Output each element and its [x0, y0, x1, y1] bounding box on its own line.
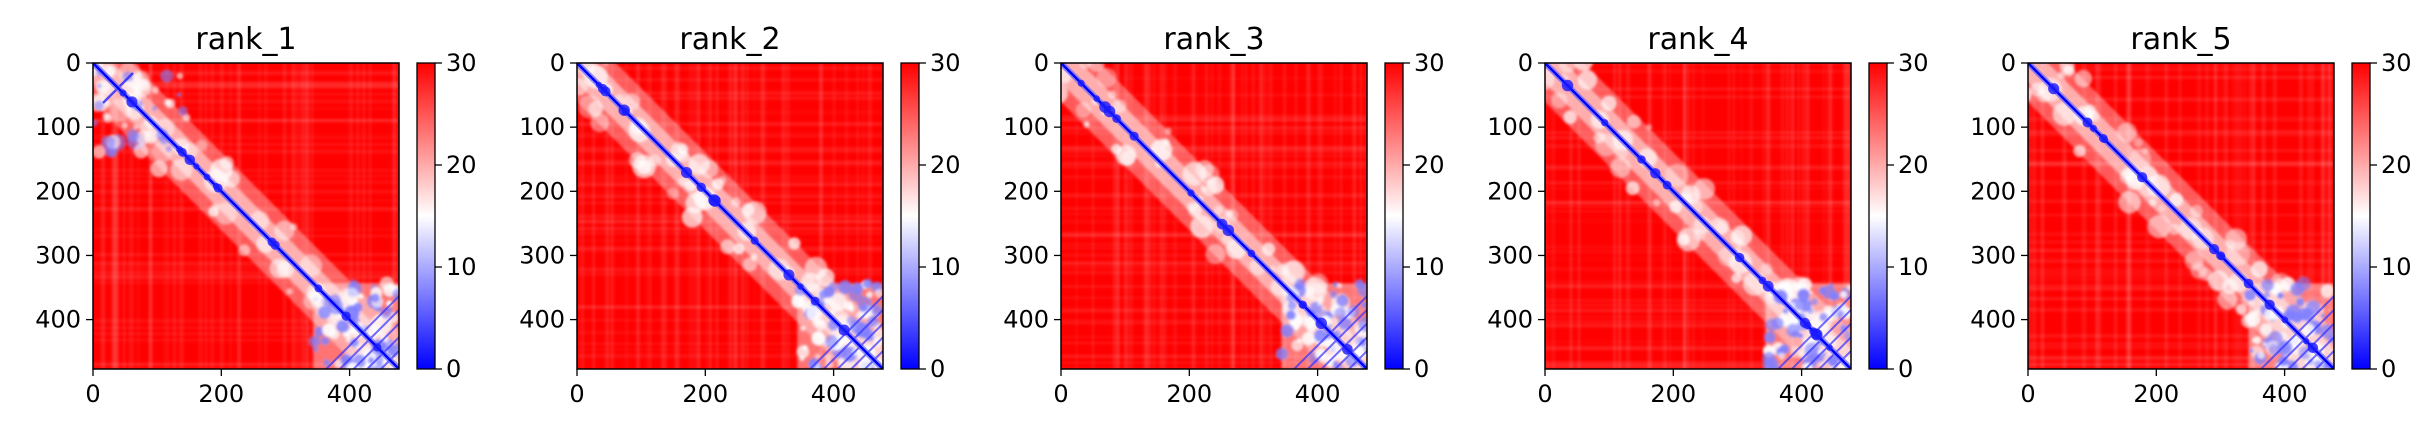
y-tick-label: 100 — [519, 113, 565, 141]
x-tick-label: 200 — [1166, 380, 1212, 408]
colorbar-tick-label: 20 — [446, 151, 477, 179]
x-tick-label: 200 — [682, 380, 728, 408]
y-tick-label: 200 — [35, 177, 81, 205]
axes-frame — [1544, 62, 1852, 370]
x-tick-label: 0 — [85, 380, 100, 408]
heatmap-image — [2028, 63, 2334, 369]
y-tick-label: 300 — [1970, 241, 2016, 269]
y-tick-label: 200 — [1003, 177, 1049, 205]
x-tick-label: 0 — [2020, 380, 2035, 408]
colorbar-tick-label: 10 — [930, 253, 961, 281]
subplot-title: rank_2 — [679, 22, 780, 57]
y-tick-label: 0 — [66, 49, 81, 77]
colorbar-tick-label: 10 — [446, 253, 477, 281]
y-tick-label: 300 — [35, 241, 81, 269]
colorbar-tick-label: 30 — [1898, 49, 1929, 77]
colorbar-tick-label: 30 — [2381, 49, 2412, 77]
y-tick-label: 400 — [1003, 306, 1049, 334]
colorbar-tick-label: 20 — [2381, 151, 2412, 179]
y-tick-label: 100 — [1003, 113, 1049, 141]
colorbar-tick-label: 30 — [930, 49, 961, 77]
colorbar-tick-label: 30 — [1414, 49, 1445, 77]
subplot-title: rank_5 — [2130, 22, 2231, 57]
axes-frame — [2027, 62, 2335, 370]
y-tick-label: 0 — [1518, 49, 1533, 77]
colorbar-tick-label: 10 — [2381, 253, 2412, 281]
x-tick-label: 0 — [569, 380, 584, 408]
axes-frame — [576, 62, 884, 370]
colorbar-tick-label: 0 — [446, 355, 461, 383]
y-tick-label: 0 — [550, 49, 565, 77]
x-tick-label: 400 — [1779, 380, 1825, 408]
colorbar-tick-label: 0 — [930, 355, 945, 383]
y-tick-label: 0 — [2001, 49, 2016, 77]
x-tick-label: 200 — [198, 380, 244, 408]
colorbar — [1868, 62, 1888, 370]
y-tick-label: 300 — [519, 241, 565, 269]
subplot-1: rank_1 0 200 400 0 100 200 300 400 0 10 20 30 — [35, 22, 476, 408]
x-tick-label: 0 — [1053, 380, 1068, 408]
y-tick-label: 300 — [1487, 241, 1533, 269]
y-tick-label: 400 — [1487, 306, 1533, 334]
y-tick-label: 200 — [1970, 177, 2016, 205]
heatmap-image — [1061, 63, 1367, 369]
y-tick-label: 400 — [519, 306, 565, 334]
x-tick-label: 200 — [1650, 380, 1696, 408]
x-tick-label: 400 — [1295, 380, 1341, 408]
colorbar — [900, 62, 920, 370]
y-tick-label: 200 — [1487, 177, 1533, 205]
y-tick-label: 0 — [1034, 49, 1049, 77]
subplot-title: rank_4 — [1647, 22, 1748, 57]
y-tick-label: 100 — [1970, 113, 2016, 141]
colorbar — [2351, 62, 2371, 370]
x-tick-label: 400 — [327, 380, 373, 408]
heatmap-image — [1545, 63, 1851, 369]
colorbar-tick-label: 30 — [446, 49, 477, 77]
colorbar-tick-label: 10 — [1898, 253, 1929, 281]
colorbar-tick-label: 20 — [1414, 151, 1445, 179]
subplot-5: rank_5 0 200 400 0 100 200 300 400 0 10 20 30 — [1970, 22, 2411, 408]
colorbar-tick-label: 10 — [1414, 253, 1445, 281]
colorbar — [416, 62, 436, 370]
subplot-3: rank_3 0 200 400 0 100 200 300 400 0 10 20 30 — [1003, 22, 1444, 408]
colorbar-tick-label: 20 — [1898, 151, 1929, 179]
x-tick-label: 400 — [2262, 380, 2308, 408]
colorbar-tick-label: 0 — [1898, 355, 1913, 383]
colorbar-tick-label: 0 — [2381, 355, 2396, 383]
x-tick-label: 0 — [1537, 380, 1552, 408]
colorbar-tick-label: 0 — [1414, 355, 1429, 383]
subplot-4: rank_4 0 200 400 0 100 200 300 400 0 10 20 30 — [1487, 22, 1928, 408]
y-tick-label: 400 — [1970, 306, 2016, 334]
heatmap-image — [577, 63, 883, 369]
x-tick-label: 200 — [2133, 380, 2179, 408]
y-tick-label: 200 — [519, 177, 565, 205]
y-tick-label: 400 — [35, 306, 81, 334]
y-tick-label: 300 — [1003, 241, 1049, 269]
colorbar — [1384, 62, 1404, 370]
y-tick-label: 100 — [35, 113, 81, 141]
colorbar-tick-label: 20 — [930, 151, 961, 179]
axes-frame — [92, 62, 400, 370]
y-tick-label: 100 — [1487, 113, 1533, 141]
subplot-title: rank_3 — [1163, 22, 1264, 57]
heatmap-image — [93, 63, 399, 369]
subplot-title: rank_1 — [195, 22, 296, 57]
x-tick-label: 400 — [811, 380, 857, 408]
axes-frame — [1060, 62, 1368, 370]
subplot-2: rank_2 0 200 400 0 100 200 300 400 0 10 20 30 — [519, 22, 960, 408]
